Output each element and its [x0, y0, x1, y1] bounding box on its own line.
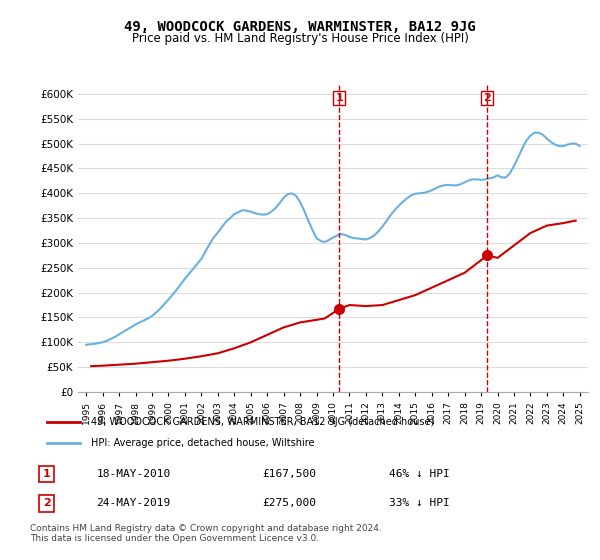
Text: 18-MAY-2010: 18-MAY-2010	[96, 469, 170, 479]
Text: 1: 1	[43, 469, 50, 479]
Text: HPI: Average price, detached house, Wiltshire: HPI: Average price, detached house, Wilt…	[91, 438, 314, 448]
Text: 2: 2	[43, 498, 50, 508]
Text: 2: 2	[484, 93, 491, 103]
Text: 1: 1	[335, 93, 343, 103]
Text: 49, WOODCOCK GARDENS, WARMINSTER, BA12 9JG (detached house): 49, WOODCOCK GARDENS, WARMINSTER, BA12 9…	[91, 417, 434, 427]
Text: 33% ↓ HPI: 33% ↓ HPI	[389, 498, 449, 508]
Text: 24-MAY-2019: 24-MAY-2019	[96, 498, 170, 508]
Text: £167,500: £167,500	[262, 469, 316, 479]
Text: Price paid vs. HM Land Registry's House Price Index (HPI): Price paid vs. HM Land Registry's House …	[131, 32, 469, 45]
Text: 46% ↓ HPI: 46% ↓ HPI	[389, 469, 449, 479]
Text: £275,000: £275,000	[262, 498, 316, 508]
Text: Contains HM Land Registry data © Crown copyright and database right 2024.
This d: Contains HM Land Registry data © Crown c…	[30, 524, 382, 543]
Text: 49, WOODCOCK GARDENS, WARMINSTER, BA12 9JG: 49, WOODCOCK GARDENS, WARMINSTER, BA12 9…	[124, 20, 476, 34]
